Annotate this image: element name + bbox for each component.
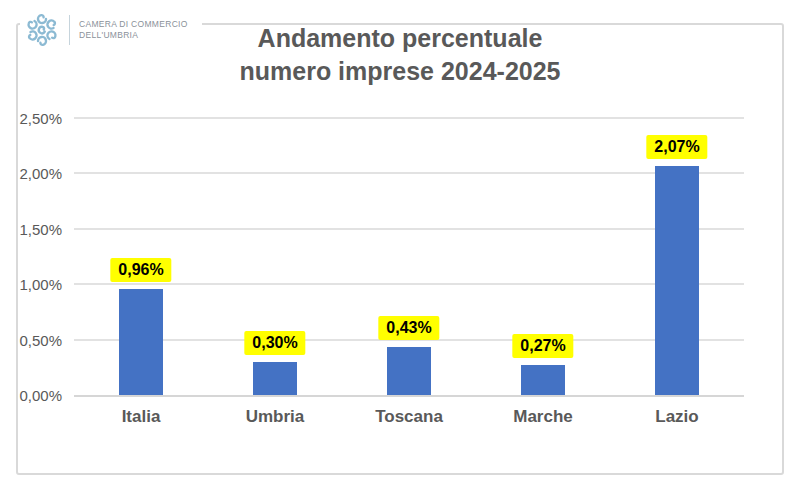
y-tick-label: 0,50% bbox=[19, 331, 62, 348]
logo-text: CAMERA DI COMMERCIO DELL'UMBRIA bbox=[79, 19, 188, 42]
bar-column-toscana: 0,43% bbox=[342, 118, 476, 395]
data-label-marche: 0,27% bbox=[512, 334, 573, 358]
x-tick-label-toscana: Toscana bbox=[342, 407, 476, 427]
camera-commercio-rosette-icon bbox=[24, 12, 60, 48]
y-tick-label: 2,50% bbox=[19, 110, 62, 127]
y-tick-label: 0,00% bbox=[19, 387, 62, 404]
data-label-italia: 0,96% bbox=[110, 258, 171, 282]
bar-umbria bbox=[253, 362, 297, 395]
bar-toscana bbox=[387, 347, 431, 395]
logo: CAMERA DI COMMERCIO DELL'UMBRIA bbox=[20, 6, 202, 54]
logo-line1: CAMERA DI COMMERCIO bbox=[79, 19, 188, 30]
bar-column-marche: 0,27% bbox=[476, 118, 610, 395]
plot-area: 0,96% 0,30% 0,43% 0,27% 2,07% bbox=[74, 118, 744, 397]
y-tick-label: 2,00% bbox=[19, 165, 62, 182]
x-tick-label-lazio: Lazio bbox=[610, 407, 744, 427]
bar-italia bbox=[119, 289, 163, 395]
bar-column-italia: 0,96% bbox=[74, 118, 208, 395]
data-label-lazio: 2,07% bbox=[646, 135, 707, 159]
slide-canvas: CAMERA DI COMMERCIO DELL'UMBRIA Andament… bbox=[0, 0, 800, 499]
logo-line2: DELL'UMBRIA bbox=[79, 30, 188, 41]
x-tick-label-umbria: Umbria bbox=[208, 407, 342, 427]
x-axis: ItaliaUmbriaToscanaMarcheLazio bbox=[74, 407, 744, 427]
x-tick-label-marche: Marche bbox=[476, 407, 610, 427]
y-axis: 0,00%0,50%1,00%1,50%2,00%2,50% bbox=[0, 118, 62, 395]
logo-divider bbox=[69, 15, 70, 45]
chart-title-line2: numero imprese 2024-2025 bbox=[0, 55, 800, 88]
y-tick-label: 1,00% bbox=[19, 276, 62, 293]
bar-column-lazio: 2,07% bbox=[610, 118, 744, 395]
bar-marche bbox=[521, 365, 565, 395]
bar-column-umbria: 0,30% bbox=[208, 118, 342, 395]
bar-lazio bbox=[655, 166, 699, 395]
data-label-umbria: 0,30% bbox=[244, 331, 305, 355]
data-label-toscana: 0,43% bbox=[378, 316, 439, 340]
x-tick-label-italia: Italia bbox=[74, 407, 208, 427]
y-tick-label: 1,50% bbox=[19, 220, 62, 237]
